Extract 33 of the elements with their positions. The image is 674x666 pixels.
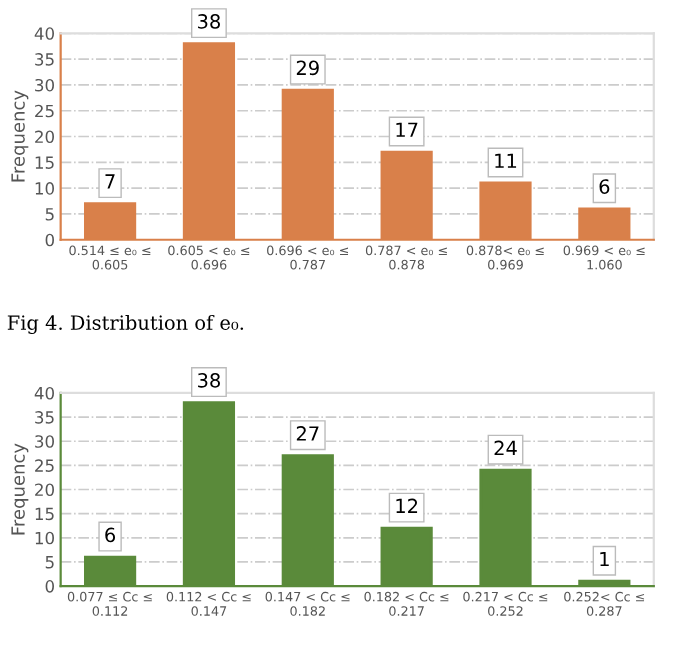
data-label: 17: [396, 122, 418, 137]
y-tick-label: 15: [35, 156, 54, 169]
data-label: 24: [494, 440, 517, 456]
data-label: 27: [296, 426, 319, 441]
data-label: 1: [600, 551, 609, 567]
y-tick-label: 35: [35, 53, 54, 66]
y-tick-label: 10: [35, 182, 54, 195]
y-tick-label: 35: [35, 411, 54, 424]
data-label: 11: [495, 153, 517, 168]
y-tick-label: 40: [34, 386, 54, 400]
y-tick-label: 20: [35, 483, 54, 497]
y-tick-label: 25: [35, 459, 54, 472]
data-label: 6: [599, 179, 610, 194]
y-axis-title: Frequency: [11, 90, 29, 182]
y-axis-title: Frequency: [11, 443, 29, 535]
y-tick-label: 20: [35, 130, 54, 144]
y-tick-label: 5: [45, 208, 54, 221]
data-label: 29: [296, 60, 319, 76]
y-tick-label: 40: [34, 27, 54, 40]
caption: Fig 4. Distribution of e₀.: [7, 314, 244, 334]
data-label: 6: [105, 527, 116, 543]
y-tick-label: 30: [35, 78, 54, 92]
y-tick-label: 10: [35, 531, 54, 545]
y-tick-label: 25: [35, 104, 54, 118]
y-tick-label: 0: [45, 233, 54, 247]
data-label: 7: [105, 174, 115, 189]
data-label: 12: [396, 498, 418, 513]
data-label: 38: [198, 14, 220, 29]
y-tick-label: 0: [45, 580, 54, 593]
y-tick-label: 30: [35, 435, 54, 448]
data-label: 38: [198, 373, 220, 388]
y-tick-label: 15: [35, 507, 54, 521]
y-tick-label: 5: [45, 556, 54, 569]
